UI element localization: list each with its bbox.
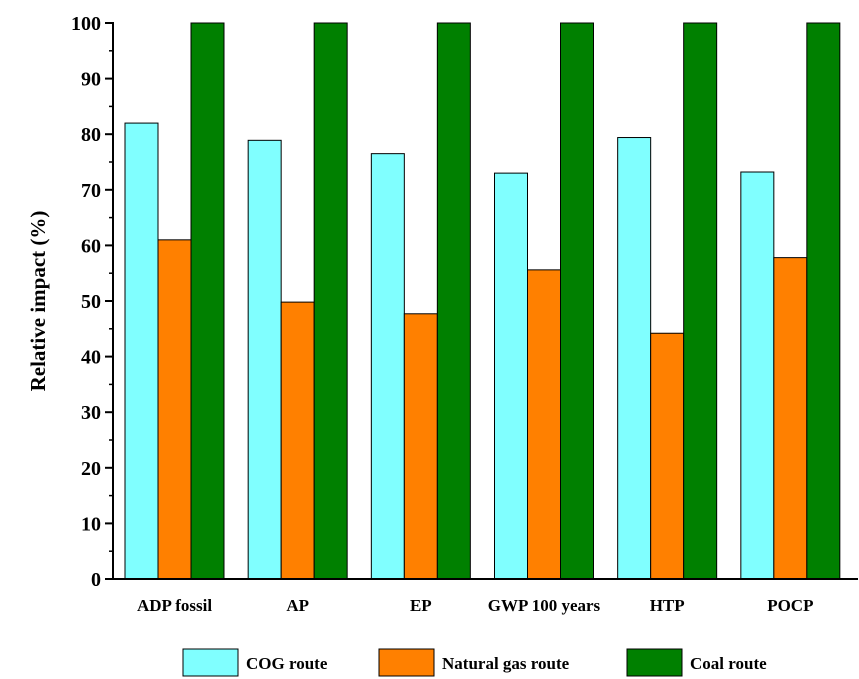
bar-1-4 (494, 172, 528, 580)
bar-1-2 (247, 139, 282, 580)
y-axis-ticks: 0 10 20 30 40 50 60 70 80 90 100 (71, 13, 113, 591)
y-tick-label: 40 (81, 347, 101, 369)
bar-1-3 (370, 153, 405, 580)
bar-2-6 (773, 257, 808, 580)
bar-1-1 (124, 122, 159, 580)
legend-swatch-2 (378, 648, 435, 677)
y-tick-label: 10 (81, 513, 101, 535)
x-axis-labels: ADP fossil AP EP GWP 100 years HTP POCP (137, 596, 814, 615)
legend-swatch-3 (626, 648, 683, 677)
legend-label-2: Natural gas route (442, 654, 570, 673)
y-tick-label: 70 (81, 180, 101, 202)
y-tick-label: 0 (91, 569, 101, 591)
bar-2-1 (157, 239, 192, 580)
bar-3-6 (806, 22, 841, 580)
y-tick-label: 30 (81, 402, 101, 424)
bar-2-4 (527, 269, 561, 580)
y-tick-label: 80 (81, 124, 101, 146)
bars-group (124, 22, 841, 580)
bar-3-5 (683, 22, 718, 580)
x-category-label: POCP (767, 596, 813, 615)
y-tick-label: 20 (81, 458, 101, 480)
bar-3-1 (190, 22, 225, 580)
y-tick-label: 100 (71, 13, 101, 35)
x-category-label: GWP 100 years (488, 596, 601, 615)
y-axis-title: Relative impact (%) (26, 211, 50, 392)
legend: COG route Natural gas route Coal route (182, 648, 767, 677)
bar-2-5 (650, 332, 685, 580)
bar-2-2 (280, 301, 315, 580)
legend-swatch-1 (182, 648, 239, 677)
x-category-label: EP (410, 596, 432, 615)
legend-label-3: Coal route (690, 654, 767, 673)
y-tick-label: 60 (81, 235, 101, 257)
bar-3-3 (436, 22, 471, 580)
legend-label-1: COG route (246, 654, 328, 673)
bar-3-4 (560, 22, 594, 580)
x-category-label: AP (286, 596, 309, 615)
x-category-label: ADP fossil (137, 596, 212, 615)
bar-1-5 (617, 137, 652, 580)
x-category-label: HTP (650, 596, 685, 615)
bar-1-6 (740, 171, 775, 580)
bar-3-2 (313, 22, 348, 580)
y-tick-label: 90 (81, 69, 101, 91)
y-tick-label: 50 (81, 291, 101, 313)
bar-2-3 (403, 313, 438, 580)
